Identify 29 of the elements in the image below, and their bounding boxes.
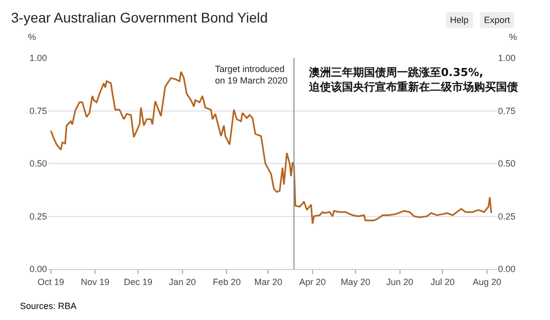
y2-tick-label: 0.00 — [498, 264, 516, 274]
button: Help — [446, 12, 473, 28]
y2-tick-label: 0.75 — [498, 106, 516, 116]
y-tick-label: 0.00 — [29, 264, 47, 274]
y2-tick-label: 1.00 — [498, 53, 516, 64]
x-tick-label: Feb 20 — [212, 276, 241, 287]
x-tick-label: Oct 19 — [38, 276, 64, 287]
x-tick-label: May 20 — [340, 276, 370, 287]
y2-tick-label: 0.50 — [498, 158, 516, 169]
y2-tick-label: 0.25 — [498, 211, 516, 222]
ref-line-label: Target introduced on 19 March 2020 — [215, 64, 288, 86]
y-axis-title: % — [28, 32, 36, 42]
x-tick-label: Jul 20 — [430, 276, 455, 287]
y2-axis-title: % — [509, 32, 518, 42]
y-tick-label: 0.75 — [29, 106, 47, 116]
y-tick-label: 0.50 — [29, 158, 47, 169]
x-tick-label: Aug 20 — [472, 276, 502, 287]
x-tick-label: Jan 20 — [168, 276, 196, 287]
x-tick-label: Nov 19 — [80, 276, 110, 287]
x-tick-label: Jun 20 — [386, 276, 414, 287]
source-note: Sources: RBA — [20, 301, 77, 311]
annotation: 澳洲三年期国债周一跳涨至0.35%, 迫使该国央行宣布重新在二级市场购买国债 — [308, 66, 518, 94]
y-tick-label: 0.25 — [29, 211, 47, 222]
chart-title: 3-year Australian Government Bond Yield — [11, 10, 268, 26]
x-tick-label: Dec 19 — [124, 276, 152, 287]
y-tick-label: 1.00 — [29, 53, 47, 64]
x-tick-label: Mar 20 — [254, 276, 282, 287]
x-tick-label: Apr 20 — [299, 276, 326, 287]
button: Export — [480, 12, 514, 28]
